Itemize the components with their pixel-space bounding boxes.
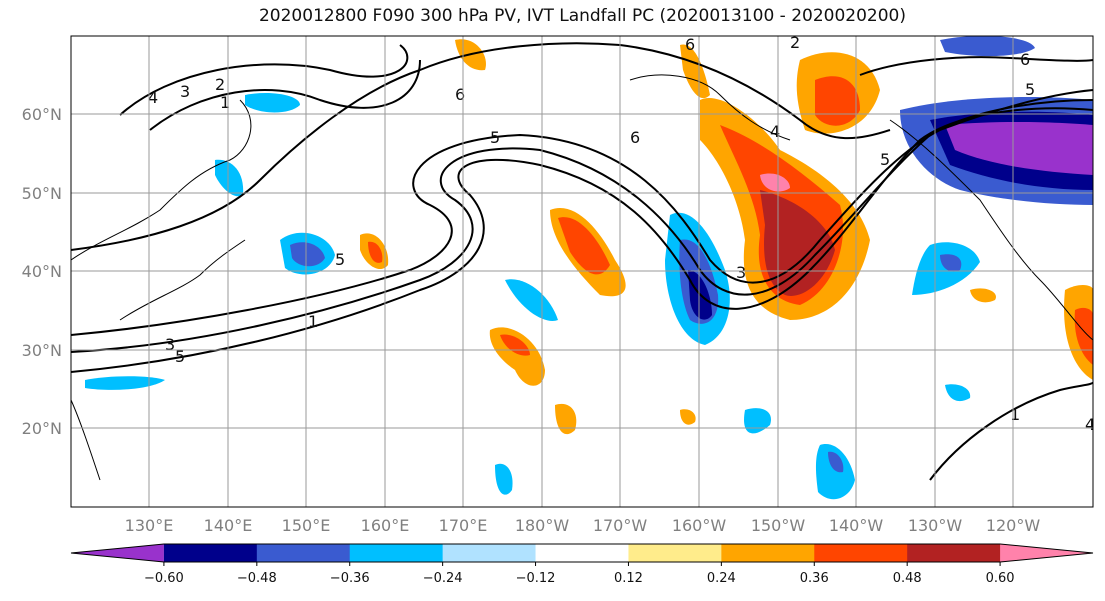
colorbar-tick-label: −0.60 — [144, 571, 184, 586]
colorbar-swatch — [907, 544, 1001, 562]
contour-label: 4 — [770, 122, 780, 141]
colorbar-swatch — [721, 544, 815, 562]
colorbar-swatch — [1000, 544, 1093, 562]
lon-axis: 130°E 140°E 150°E 160°E 170°E 180°W 170°… — [125, 516, 1041, 535]
lat-tick-label: 30°N — [22, 341, 62, 360]
colorbar-swatch — [535, 544, 629, 562]
map-title: 2020012800 F090 300 hPa PV, IVT Landfall… — [258, 6, 906, 26]
colorbar-tick-label: −0.12 — [516, 571, 556, 586]
contour-label: 5 — [880, 150, 890, 169]
lon-tick-label: 120°W — [986, 516, 1041, 535]
lat-tick-label: 60°N — [22, 105, 62, 124]
lat-tick-label: 20°N — [22, 419, 62, 438]
colorbar-tick-label: 0.48 — [893, 571, 922, 586]
lon-tick-label: 160°E — [361, 516, 410, 535]
colorbar: −0.60 −0.48 −0.36 −0.24 −0.12 0.12 0.24 0.36 0.4… — [70, 543, 1094, 586]
contour-label: 5 — [335, 250, 345, 269]
contour-label: 1 — [1010, 405, 1020, 424]
colorbar-tick-label: −0.48 — [237, 571, 277, 586]
lat-axis: 60°N 50°N 40°N 30°N 20°N — [22, 105, 62, 438]
lon-tick-label: 160°W — [672, 516, 727, 535]
contour-label: 2 — [790, 33, 800, 52]
contour-label: 2 — [215, 75, 225, 94]
colorbar-swatch — [256, 544, 351, 562]
contour-label: 5 — [175, 347, 185, 366]
lon-tick-label: 130°E — [125, 516, 174, 535]
colorbar-swatch — [163, 544, 258, 562]
contour-label: 6 — [685, 35, 695, 54]
lon-tick-label: 170°W — [593, 516, 648, 535]
colorbar-tick-label: 0.24 — [707, 571, 736, 586]
contour-label: 3 — [736, 263, 746, 282]
lat-tick-label: 50°N — [22, 184, 62, 203]
colorbar-swatch — [71, 544, 164, 562]
colorbar-tick-label: −0.24 — [423, 571, 463, 586]
plot-frame — [70, 35, 1094, 508]
contour-label: 3 — [180, 82, 190, 101]
contour-label: 6 — [630, 128, 640, 147]
pv-contours — [71, 42, 1093, 481]
colorbar-swatch — [814, 544, 908, 562]
contour-label: 5 — [490, 128, 500, 147]
lon-tick-label: 180°W — [515, 516, 570, 535]
lon-tick-label: 150°E — [282, 516, 331, 535]
contour-label: 3 — [165, 335, 175, 354]
lon-tick-label: 150°W — [751, 516, 806, 535]
lat-tick-label: 40°N — [22, 262, 62, 281]
contour-label: 1 — [308, 312, 318, 331]
lon-tick-label: 140°E — [204, 516, 253, 535]
lon-tick-label: 140°W — [829, 516, 884, 535]
lon-tick-label: 170°E — [439, 516, 488, 535]
contour-label: 6 — [1020, 50, 1030, 69]
contour-label: 1 — [220, 93, 230, 112]
colorbar-tick-label: −0.36 — [330, 571, 370, 586]
gridlines — [71, 36, 1093, 507]
colorbar-tick-label: 0.60 — [986, 571, 1015, 586]
contour-label: 6 — [455, 85, 465, 104]
colorbar-tick-label: 0.36 — [800, 571, 829, 586]
contour-label: 4 — [148, 88, 158, 107]
contour-label: 5 — [1025, 80, 1035, 99]
colorbar-swatch — [349, 544, 444, 562]
colorbar-swatch — [628, 544, 722, 562]
contour-labels: 4 3 2 1 5 6 6 5 6 4 5 5 6 3 2 1 3 5 1 4 — [148, 33, 1095, 434]
colorbar-swatch — [442, 544, 537, 562]
colorbar-tick-label: 0.12 — [614, 571, 643, 586]
lon-tick-label: 130°W — [908, 516, 963, 535]
coastlines — [71, 74, 1093, 481]
contour-label: 4 — [1085, 415, 1095, 434]
